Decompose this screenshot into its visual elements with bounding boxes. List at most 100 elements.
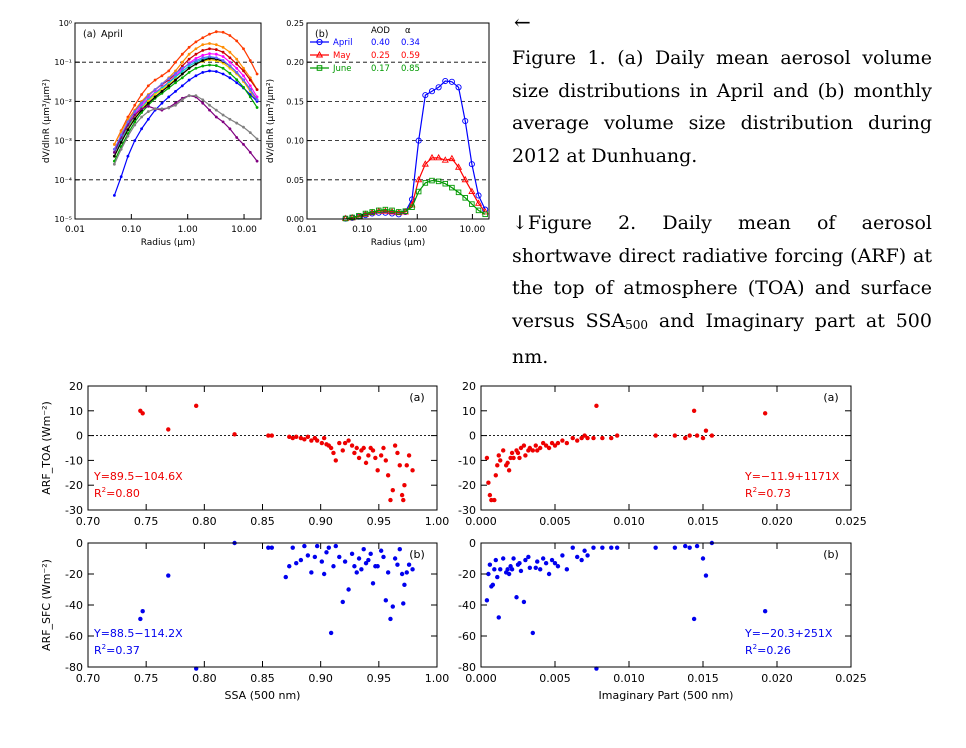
series-line-1 xyxy=(113,42,258,145)
legend-name: May xyxy=(333,51,351,61)
data-point xyxy=(242,69,245,73)
data-point xyxy=(180,52,184,56)
data-point xyxy=(700,556,706,561)
data-point xyxy=(389,207,395,214)
data-point xyxy=(575,554,580,560)
y-tick-label: -20 xyxy=(65,479,83,492)
y-tick-label: 0.20 xyxy=(286,58,304,67)
data-point xyxy=(429,177,435,184)
r-squared-label: R2=0.80 xyxy=(94,486,140,500)
data-point xyxy=(468,187,476,195)
data-point xyxy=(208,69,211,73)
x-tick-label: 1.00 xyxy=(425,672,450,685)
data-point xyxy=(691,408,697,413)
x-tick-label: 0.015 xyxy=(687,515,719,528)
data-point xyxy=(421,160,429,167)
data-point xyxy=(180,70,184,73)
data-point xyxy=(552,443,558,448)
data-point xyxy=(482,211,488,218)
data-point xyxy=(428,153,436,161)
data-point xyxy=(395,209,402,215)
data-point xyxy=(591,545,596,550)
data-point xyxy=(153,95,157,99)
y-tick-label: 0 xyxy=(469,430,476,443)
data-point xyxy=(201,64,205,68)
data-point xyxy=(487,492,493,498)
fig2-sfc-ssa-panel: 0 -20 -40 -60 -800.70 0.75 0.80 0.85 0.90 0.95 1.0… xyxy=(40,537,449,702)
data-point xyxy=(560,553,565,558)
data-point xyxy=(140,93,143,96)
data-point xyxy=(672,433,678,438)
data-point xyxy=(160,107,164,111)
data-point xyxy=(208,32,211,36)
data-point xyxy=(140,127,143,131)
data-point xyxy=(564,440,570,446)
y-tick-label: -60 xyxy=(458,630,476,643)
data-point xyxy=(486,571,491,577)
data-point xyxy=(349,551,355,557)
data-point xyxy=(691,616,697,622)
data-point xyxy=(383,458,389,463)
data-point xyxy=(221,45,225,49)
data-point xyxy=(346,438,351,443)
data-point xyxy=(454,163,463,170)
data-point xyxy=(201,56,205,60)
y-tick-label: 20 xyxy=(462,380,476,393)
data-point xyxy=(119,133,123,137)
data-point xyxy=(294,434,299,440)
data-point xyxy=(187,52,191,56)
data-point xyxy=(266,545,271,550)
data-point xyxy=(609,545,614,550)
data-point xyxy=(180,66,184,70)
data-point xyxy=(461,175,469,183)
data-point xyxy=(422,180,429,186)
data-point xyxy=(579,435,584,441)
data-point xyxy=(112,193,116,197)
data-point xyxy=(201,53,205,57)
data-point xyxy=(441,156,449,163)
data-point xyxy=(501,448,506,453)
data-point xyxy=(119,147,123,151)
data-point xyxy=(490,582,496,588)
y-tick-label: -20 xyxy=(458,568,476,581)
x-tick-label: 10.00 xyxy=(231,225,257,235)
series-line-10 xyxy=(113,95,258,165)
data-point xyxy=(167,77,171,81)
data-point xyxy=(235,66,239,70)
data-point xyxy=(397,463,402,468)
data-point xyxy=(653,545,658,550)
data-point xyxy=(180,72,184,76)
data-point xyxy=(248,151,252,154)
data-point xyxy=(208,57,211,60)
data-point xyxy=(385,570,391,575)
data-point xyxy=(538,567,543,572)
data-point xyxy=(255,106,259,109)
plot-frame xyxy=(306,22,490,220)
data-point xyxy=(683,435,688,441)
data-point xyxy=(381,207,389,214)
data-point xyxy=(449,184,455,191)
data-point xyxy=(492,497,497,503)
data-point xyxy=(140,115,143,119)
data-point xyxy=(174,81,177,85)
data-point xyxy=(570,545,575,550)
y-tick-label: -10 xyxy=(65,454,83,467)
data-point xyxy=(283,574,288,580)
data-point xyxy=(242,74,245,78)
data-point xyxy=(146,110,150,113)
data-point xyxy=(337,554,342,560)
data-point xyxy=(167,106,171,110)
y-tick-label: 20 xyxy=(69,380,83,393)
series-line-June xyxy=(345,179,486,220)
data-point xyxy=(486,480,491,485)
data-point xyxy=(112,151,116,154)
left-arrow-glyph: ← xyxy=(514,10,531,34)
data-point xyxy=(366,453,371,458)
data-point xyxy=(594,403,599,409)
y-tick-label: 0.15 xyxy=(286,97,304,106)
data-point xyxy=(235,62,239,66)
data-point xyxy=(208,103,211,107)
data-point xyxy=(235,121,239,125)
series-line-April xyxy=(345,80,486,220)
